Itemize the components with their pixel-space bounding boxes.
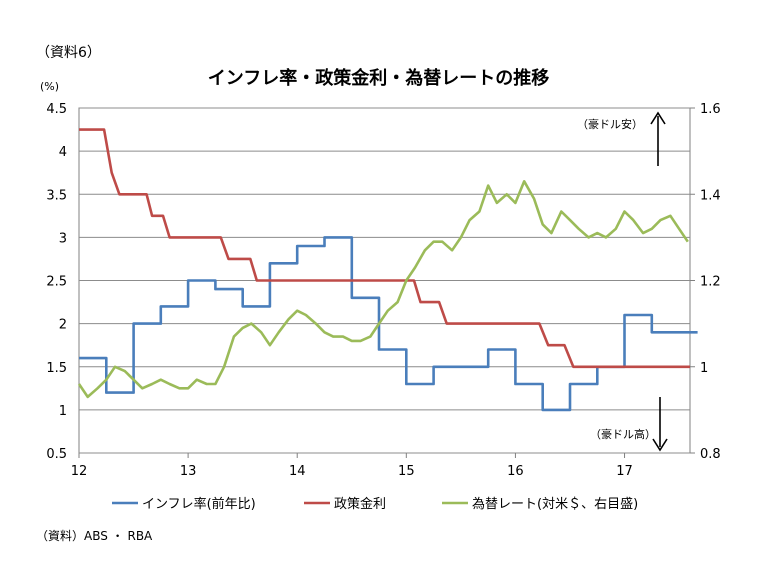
source-note: （資料）ABS ・ RBA [36,529,153,543]
y-right-tick-label: 1.2 [700,275,721,290]
legend-label-2: 為替レート(対米＄、右目盛) [472,496,638,512]
x-tick-label: 14 [289,464,306,479]
series-line-2 [77,180,689,399]
x-tick-label: 17 [616,464,633,479]
annotation-aud-strong: （豪ドル高） [590,427,656,441]
legend-label-1: 政策金利 [334,496,386,512]
y-left-tick-label: 3.5 [46,188,67,203]
y-left-tick-label: 0.5 [46,447,67,462]
legend-label-0: インフレ率(前年比) [142,496,256,512]
y-left-tick-label: 1 [59,404,67,419]
y-left-tick-label: 2.5 [46,275,67,290]
y-right-tick-label: 0.8 [700,447,721,462]
y-right-tick-label: 1 [700,361,708,376]
x-tick-label: 12 [71,464,88,479]
y-right-tick-label: 1.4 [700,188,721,203]
series-line-1 [79,128,690,369]
y-left-tick-label: 4.5 [46,102,67,117]
y-left-tick-label: 2 [59,318,67,333]
y-left-tick-label: 4 [59,145,67,160]
arrow-down-head [652,438,668,452]
y-left-tick-label: 3 [59,231,67,246]
x-tick-label: 15 [398,464,415,479]
x-tick-label: 13 [180,464,197,479]
arrow-up-head [650,111,666,125]
y-left-tick-label: 1.5 [46,361,67,376]
x-tick-label: 16 [507,464,524,479]
document-label: （資料6） [36,45,101,61]
y-axis-unit-label: (%) [40,80,60,93]
y-right-tick-label: 1.6 [700,102,721,117]
annotation-aud-weak: （豪ドル安） [577,117,643,131]
chart-title: インフレ率・政策金利・為替レートの推移 [207,68,550,89]
